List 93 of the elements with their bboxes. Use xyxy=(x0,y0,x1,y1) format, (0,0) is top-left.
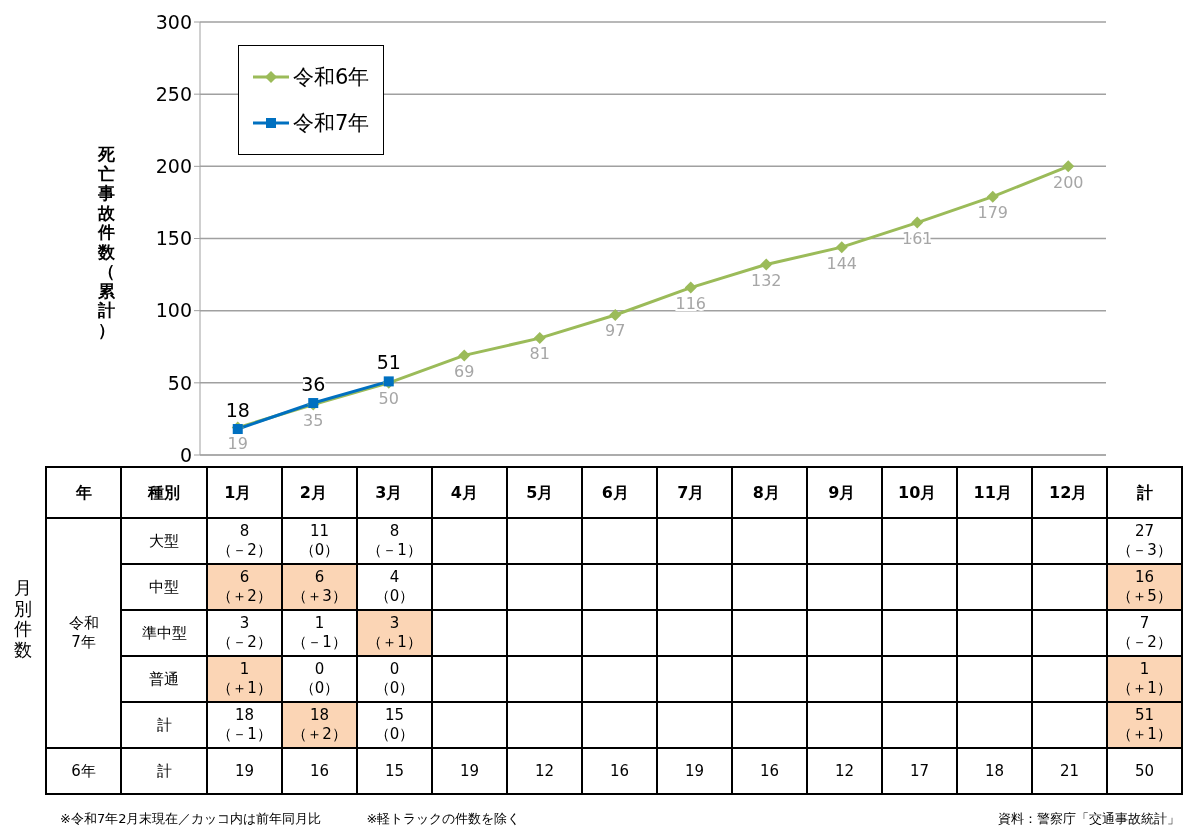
y-tick-label: 100 xyxy=(155,299,192,322)
text: 月別件数 xyxy=(14,577,32,661)
text: 1 （＋1） xyxy=(1117,660,1172,697)
text: 19 xyxy=(459,761,480,780)
text: 大型 xyxy=(149,531,179,550)
legend-label: 令和6年 xyxy=(293,64,370,91)
text: 6年 xyxy=(71,761,96,780)
point xyxy=(986,190,999,203)
point xyxy=(533,332,546,345)
y-tick-label: 200 xyxy=(155,155,192,178)
x-tick-label: 3月 xyxy=(375,483,403,502)
y-tick-label: 150 xyxy=(155,227,192,250)
text: 計 xyxy=(1136,483,1153,502)
x-tick-label: 9月 xyxy=(828,483,856,502)
x-tick-label: 11月 xyxy=(973,483,1012,502)
text: 15 xyxy=(384,761,405,780)
text: 18 xyxy=(984,761,1005,780)
text: 中型 xyxy=(149,577,179,596)
point xyxy=(835,241,848,254)
text: 19 xyxy=(684,761,705,780)
y-tick-label: 0 xyxy=(179,443,192,466)
y-tick-label: 50 xyxy=(167,371,192,394)
text: 7 （－2） xyxy=(1117,614,1172,651)
text: 16 （＋5） xyxy=(1117,568,1172,605)
text: 年 xyxy=(75,483,92,502)
text: 27 （－3） xyxy=(1117,522,1172,559)
text: 21 xyxy=(1059,761,1080,780)
text: 50 xyxy=(1134,761,1155,780)
point xyxy=(1062,160,1075,173)
point xyxy=(760,258,773,271)
text: 18 （＋2） xyxy=(292,706,347,743)
text: 資料：警察庁「交通事故統計」 xyxy=(998,810,1180,828)
text: 3 （＋1） xyxy=(367,614,422,651)
text: 普通 xyxy=(149,669,179,688)
text: 令和 7年 xyxy=(68,614,99,651)
data-label: 35 xyxy=(303,410,324,430)
text: 4 （0） xyxy=(374,568,415,605)
data-label: 132 xyxy=(750,270,782,290)
data-label: 81 xyxy=(529,344,550,364)
legend-label: 令和7年 xyxy=(293,110,370,137)
text: 種別 xyxy=(148,483,180,502)
text: 準中型 xyxy=(141,623,187,642)
data-label: 50 xyxy=(378,389,399,409)
text: 8 （－2） xyxy=(217,522,272,559)
text: 0 （0） xyxy=(374,660,415,697)
data-label: 97 xyxy=(605,321,626,341)
text: 計 xyxy=(156,715,172,734)
y-tick-label: 300 xyxy=(155,10,192,33)
x-tick-label: 8月 xyxy=(752,483,780,502)
text: 17 xyxy=(909,761,930,780)
text: 8 （－1） xyxy=(367,522,422,559)
text: ※軽トラックの件数を除く xyxy=(366,810,521,828)
data-label: 36 xyxy=(301,373,326,396)
y-tick-label: 250 xyxy=(155,82,192,105)
x-tick-label: 1月 xyxy=(224,483,252,502)
text: 1 （＋1） xyxy=(217,660,272,697)
text: 計 xyxy=(156,761,172,780)
text: 16 xyxy=(609,761,630,780)
x-tick-label: 6月 xyxy=(601,483,629,502)
data-label: 18 xyxy=(225,399,250,422)
text: 3 （－2） xyxy=(217,614,272,651)
data-label: 51 xyxy=(376,351,401,374)
x-tick-label: 4月 xyxy=(450,483,478,502)
text: 15 （0） xyxy=(374,706,415,743)
point xyxy=(911,216,924,229)
text: 1 （－1） xyxy=(292,614,347,651)
text: 6 （＋2） xyxy=(217,568,272,605)
text: 死亡事故件数（累計） xyxy=(98,144,115,340)
data-label: 116 xyxy=(675,293,707,313)
data-label: 144 xyxy=(826,253,858,273)
x-tick-label: 5月 xyxy=(526,483,554,502)
point xyxy=(684,281,697,294)
data-label: 179 xyxy=(977,203,1009,222)
text: 16 xyxy=(309,761,330,780)
text: 51 （＋1） xyxy=(1117,706,1172,743)
text: 12 xyxy=(834,761,855,780)
text: 6 （＋3） xyxy=(292,568,347,605)
data-label: 19 xyxy=(227,433,248,453)
data-label: 69 xyxy=(454,361,475,381)
text: 11 （0） xyxy=(299,522,340,559)
x-tick-label: 10月 xyxy=(898,483,937,502)
x-tick-label: 12月 xyxy=(1049,483,1088,502)
text: 0 （0） xyxy=(299,660,340,697)
text: ※令和7年2月末現在／カッコ内は前年同月比 xyxy=(60,810,322,828)
point xyxy=(458,349,471,362)
text: 16 xyxy=(759,761,780,780)
data-label: 200 xyxy=(1052,172,1084,192)
point xyxy=(609,309,622,321)
x-tick-label: 7月 xyxy=(677,483,705,502)
text: 19 xyxy=(234,761,255,780)
text: 18 （－1） xyxy=(217,706,272,743)
text: 12 xyxy=(534,761,555,780)
x-tick-label: 2月 xyxy=(299,483,327,502)
